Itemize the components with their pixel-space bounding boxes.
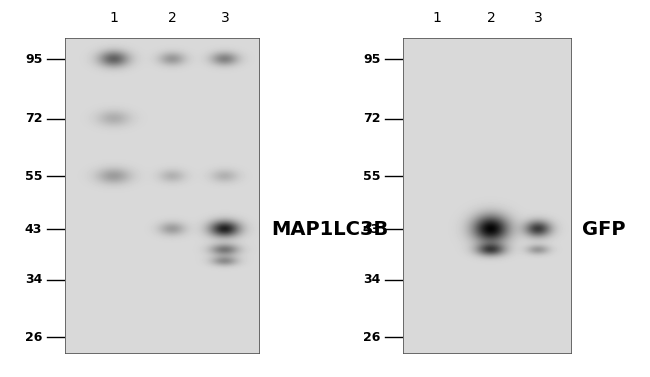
Text: 1: 1 (432, 11, 441, 25)
Text: 95: 95 (363, 53, 380, 66)
Text: 34: 34 (25, 273, 42, 286)
Text: 2: 2 (486, 11, 495, 25)
Text: GFP: GFP (582, 220, 626, 239)
Text: 2: 2 (168, 11, 177, 25)
Text: 55: 55 (25, 170, 42, 183)
Text: 3: 3 (220, 11, 229, 25)
Text: 95: 95 (25, 53, 42, 66)
Text: 34: 34 (363, 273, 380, 286)
Text: 55: 55 (363, 170, 380, 183)
Text: 3: 3 (534, 11, 543, 25)
Text: MAP1LC3B: MAP1LC3B (272, 220, 389, 239)
Text: 26: 26 (25, 331, 42, 344)
Text: 72: 72 (363, 112, 380, 125)
Text: 26: 26 (363, 331, 380, 344)
Text: 43: 43 (363, 223, 380, 236)
Text: 72: 72 (25, 112, 42, 125)
Text: 1: 1 (109, 11, 118, 25)
Text: 43: 43 (25, 223, 42, 236)
